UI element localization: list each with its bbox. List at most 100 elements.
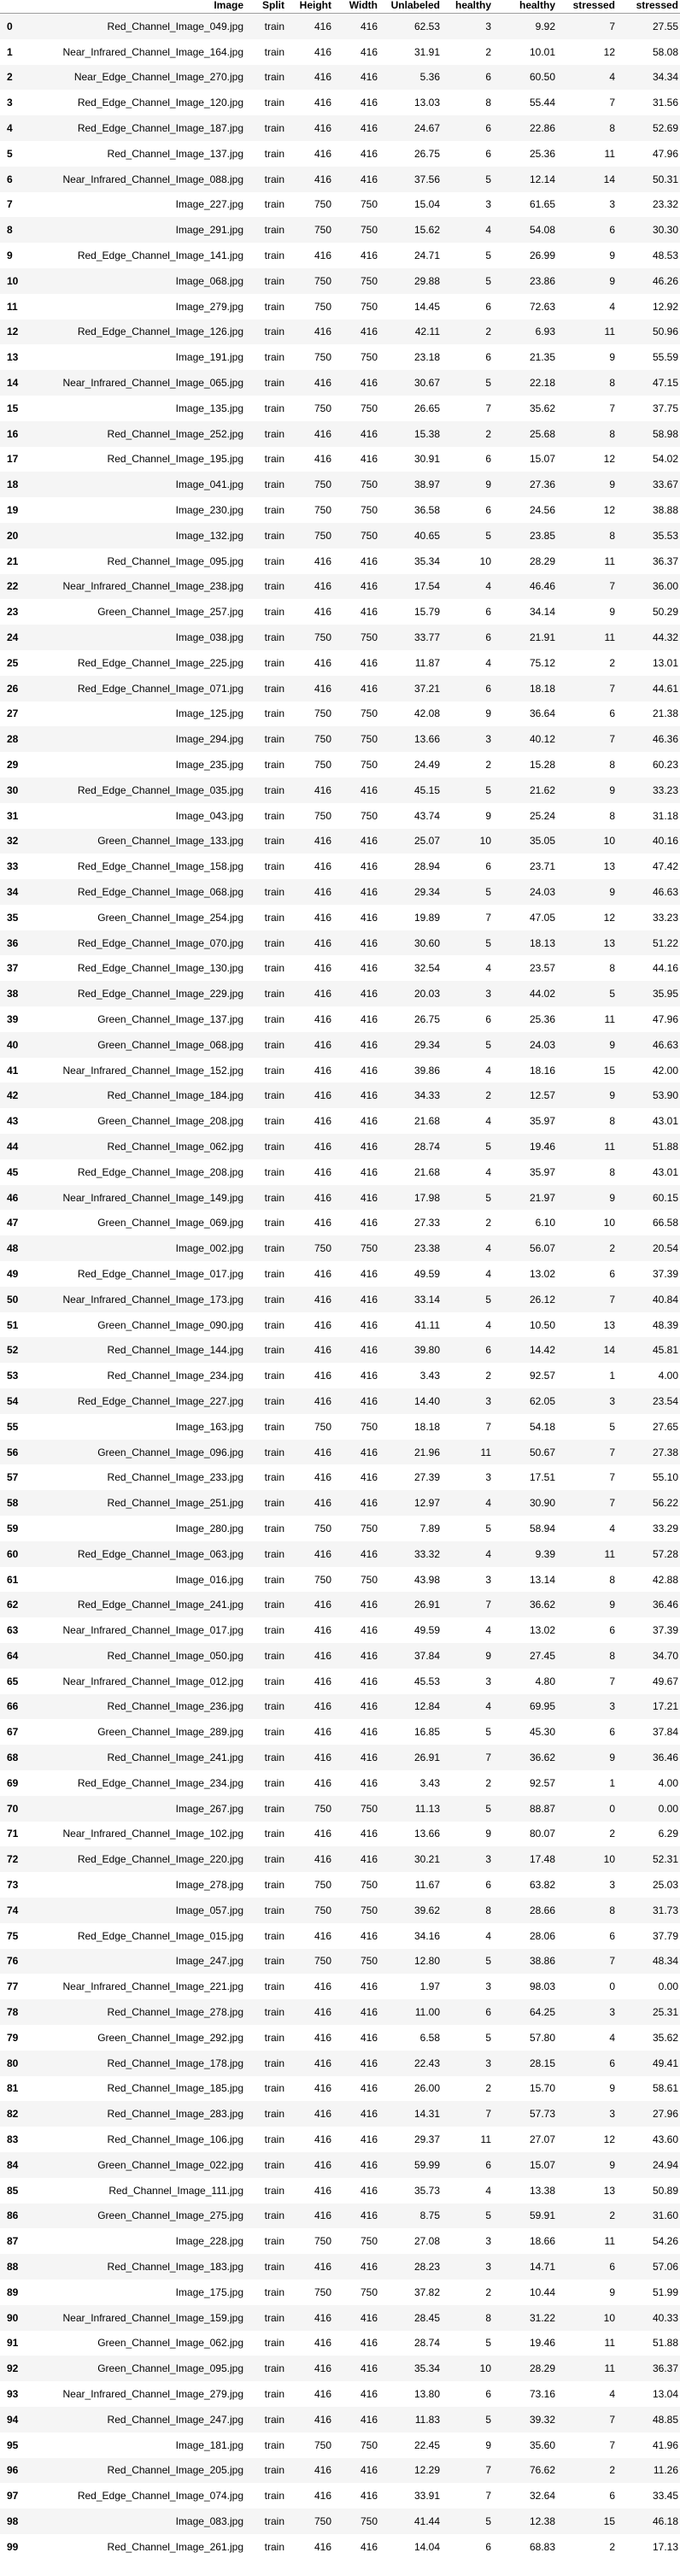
stressed-percent-cell: 50.31 [617,166,680,192]
stressed-percent-cell: 51.99 [652,2286,678,2298]
stressed-percent-cell: 37.75 [652,402,678,414]
split-cell: train [264,1573,284,1586]
table-row: 10 Image_068.jpg train 750 750 29.88 5 23.86 9 46… [0,267,680,294]
stressed-percent-cell: 31.73 [617,1897,680,1923]
row-index: 0 [0,13,29,39]
row-index: 44 [0,1134,29,1159]
unlabeled-cell: 39.62 [379,1897,442,1923]
unlabeled-cell: 11.67 [414,1879,440,1892]
table-row: 44 Red_Channel_Image_062.jpg train 416 416 28… [0,1134,680,1159]
table-row: 20 Image_132.jpg train 750 750 40.65 5 23.85 8 35… [0,522,680,549]
width-cell: 416 [333,2101,379,2127]
stressed-percent-cell: 11.26 [617,2457,680,2484]
stressed-count-cell: 5 [557,981,617,1007]
unlabeled-cell: 22.45 [413,2438,440,2451]
image-name-cell: Green_Channel_Image_133.jpg [29,828,245,854]
stressed-percent-cell: 33.29 [652,1522,678,1534]
healthy-count-cell: 3 [442,1388,493,1414]
healthy-percent-cell: 54.18 [529,1420,555,1433]
healthy-percent-cell: 18.16 [529,1064,555,1077]
stressed-percent-cell: 40.16 [617,828,680,854]
row-index: 21 [7,555,19,567]
row-index: 41 [7,1064,19,1077]
stressed-percent-cell: 30.30 [617,217,680,244]
row-index: 93 [7,2388,19,2400]
healthy-count-cell: 3 [485,1675,491,1687]
healthy-count-cell: 6 [485,147,491,160]
stressed-count-cell: 11 [604,147,615,160]
table-row: 95 Image_181.jpg train 750 750 22.45 9 35.60 7 41… [0,2432,680,2458]
unlabeled-cell: 29.37 [413,2133,440,2146]
healthy-count-cell: 2 [485,45,491,58]
row-index: 72 [0,1846,29,1873]
image-name-cell: Near_Infrared_Channel_Image_012.jpg [62,1675,243,1687]
height-cell: 416 [314,1165,331,1178]
healthy-count-cell: 9 [485,809,491,822]
split-cell: train [264,962,284,975]
split-cell: train [264,2133,284,2146]
table-row: 48 Image_002.jpg train 750 750 23.38 4 56.07 2 20… [0,1235,680,1262]
row-index: 50 [0,1286,29,1312]
stressed-percent-cell: 33.67 [617,472,680,498]
height-cell: 750 [286,472,333,498]
stressed-percent-cell: 46.18 [617,2509,680,2534]
unlabeled-cell: 30.67 [379,370,442,396]
width-cell: 750 [360,2235,378,2248]
healthy-count-cell: 3 [442,2050,493,2076]
unlabeled-cell: 26.00 [413,2082,440,2095]
table-row: 54 Red_Edge_Channel_Image_227.jpg train 416… [0,1388,680,1414]
width-cell: 416 [333,1388,379,1414]
stressed-count-cell: 7 [557,13,617,39]
height-cell: 416 [314,2082,331,2095]
width-cell: 416 [360,1726,378,1739]
row-index: 62 [0,1592,29,1618]
healthy-count-cell: 4 [442,573,493,600]
split-cell: train [264,1115,284,1128]
row-index: 90 [0,2304,29,2331]
row-index: 40 [0,1031,29,1058]
table-row: 84 Green_Channel_Image_022.jpg train 416 416… [0,2151,680,2178]
table-row: 4 Red_Edge_Channel_Image_187.jpg train 416 4… [0,115,680,141]
stressed-percent-cell: 33.45 [652,2490,678,2503]
healthy-count-cell: 11 [442,1439,493,1465]
width-cell: 416 [360,962,378,975]
unlabeled-cell: 40.65 [379,522,442,549]
stressed-percent-cell: 35.53 [617,522,680,549]
stressed-percent-cell: 40.84 [617,1286,680,1312]
healthy-percent-cell: 13.02 [529,1624,555,1637]
table-row: 26 Red_Edge_Channel_Image_071.jpg train 416… [0,675,680,701]
healthy-percent-cell: 21.35 [529,351,555,364]
stressed-percent-cell: 57.28 [617,1540,680,1567]
split-cell: train [245,2101,286,2127]
row-index: 25 [7,656,19,669]
healthy-count-cell: 5 [442,1184,493,1211]
width-cell: 416 [333,370,379,396]
width-cell: 416 [333,115,379,141]
stressed-count-cell: 12 [603,504,615,517]
split-cell: train [264,1828,284,1840]
height-cell: 750 [314,759,331,771]
stressed-count-cell: 3 [609,198,615,211]
unlabeled-cell: 17.98 [379,1184,442,1211]
stressed-percent-cell: 52.69 [617,115,680,141]
height-cell: 750 [314,1879,331,1892]
row-index: 61 [7,1573,19,1586]
healthy-percent-cell: 23.86 [493,267,557,294]
unlabeled-cell: 22.43 [379,2050,442,2076]
height-cell: 750 [314,707,331,720]
stressed-count-cell: 8 [609,809,615,822]
stressed-percent-cell: 33.23 [652,911,678,924]
split-cell: train [245,267,286,294]
width-cell: 416 [333,1745,379,1770]
healthy-count-cell: 6 [442,675,493,701]
height-cell: 416 [286,1540,333,1567]
split-cell: train [264,1370,284,1382]
width-cell: 416 [360,453,378,466]
healthy-count-cell: 7 [442,2457,493,2484]
stressed-percent-cell: 50.96 [617,319,680,345]
width-cell: 750 [360,707,378,720]
stressed-count-cell: 8 [557,522,617,549]
unlabeled-cell: 12.29 [379,2457,442,2484]
table-row: 78 Red_Channel_Image_278.jpg train 416 416 11… [0,1999,680,2025]
row-index: 36 [0,930,29,956]
